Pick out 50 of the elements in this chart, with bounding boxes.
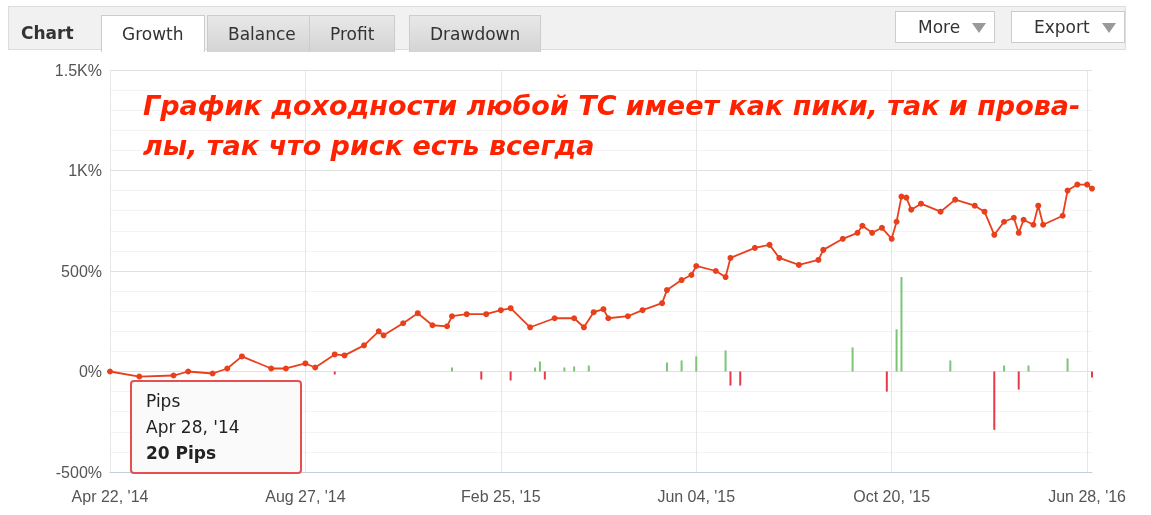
annotation: Pips <box>146 390 182 413</box>
bar <box>538 361 541 372</box>
y-tick-label: 1.5K% <box>54 61 102 79</box>
bar <box>333 371 336 375</box>
bar <box>450 367 453 372</box>
annotation: Apr 28, '14 <box>146 416 241 439</box>
x-tick-label: Feb 25, '15 <box>461 487 541 505</box>
annotation: 20 Pips <box>146 442 218 465</box>
text: Growth <box>101 15 205 52</box>
bar <box>1017 371 1020 390</box>
bar <box>724 350 727 372</box>
y-tick-label: 1K% <box>68 162 102 179</box>
x-tick-label: Aug 27, '14 <box>265 487 346 505</box>
bar <box>851 347 854 372</box>
bar <box>563 367 566 372</box>
bar <box>480 371 483 380</box>
bar <box>1003 365 1006 372</box>
bar <box>543 371 546 380</box>
x-tick-label: Apr 22, '14 <box>71 487 149 505</box>
y-tick-label: 500% <box>61 262 102 280</box>
bar <box>665 362 668 372</box>
text: Profit <box>309 15 396 52</box>
bar <box>534 367 537 372</box>
bar <box>1091 371 1093 378</box>
bar <box>885 371 888 392</box>
bar <box>587 365 590 372</box>
y-tick-label: -500% <box>55 463 102 481</box>
text: Drawdown <box>409 15 542 52</box>
text: Balance <box>207 15 317 52</box>
bar <box>695 356 698 372</box>
bar <box>729 371 732 386</box>
x-tick-label: Oct 20, '15 <box>853 487 931 505</box>
bar <box>509 371 512 381</box>
bar <box>949 360 952 372</box>
bar <box>993 371 996 430</box>
bar <box>900 277 903 372</box>
bar <box>739 371 742 386</box>
text: График доходности любой ТС имеет как пики, так и прова- лы, так что риск есть всегда <box>143 89 1081 161</box>
text: More <box>895 11 996 43</box>
y-tick-label: 0% <box>78 363 102 380</box>
bar <box>680 360 683 372</box>
x-tick-label: Jun 28, '16 <box>1048 487 1127 505</box>
bar <box>895 329 898 372</box>
bar <box>573 366 576 372</box>
bar <box>1027 365 1030 372</box>
tooltip-panel: Pips Apr 28, '14 20 Pips <box>130 380 302 474</box>
x-tick-label: Jun 04, '15 <box>657 487 736 505</box>
bar <box>1066 358 1069 372</box>
text: Chart <box>21 22 74 45</box>
text: Export <box>1011 11 1125 43</box>
